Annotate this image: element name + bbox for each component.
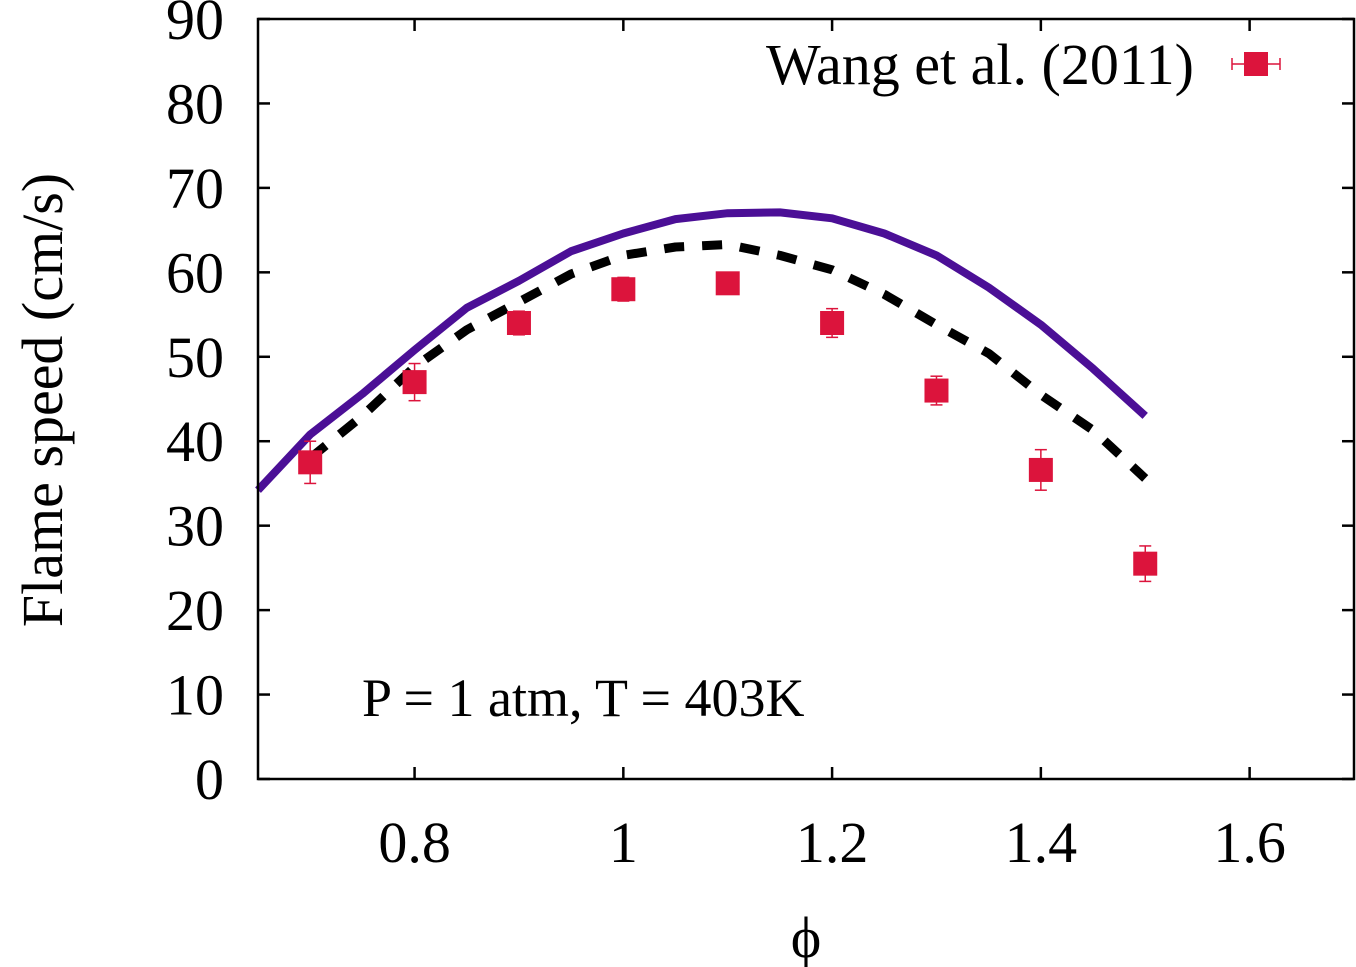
x-tick-label: 1.6 — [1213, 810, 1286, 875]
data-point-wang-2011 — [715, 271, 740, 296]
square-marker — [402, 370, 427, 395]
data-point-wang-2011 — [820, 307, 845, 339]
square-marker — [820, 311, 845, 335]
legend-label-wang-2011: Wang et al. (2011) — [766, 32, 1194, 97]
y-tick-label: 90 — [166, 0, 224, 52]
y-tick-label: 10 — [166, 663, 224, 728]
series-layer — [255, 208, 1158, 583]
ticks-layer: 0 10 20 30 40 50 60 70 80 90 0.8 1 1.2 1.4 1.6 — [166, 0, 1354, 875]
solid-model-curve — [255, 208, 1148, 493]
y-tick-label: 60 — [166, 240, 224, 305]
y-tick-label: 40 — [166, 409, 224, 474]
data-point-wang-2011 — [298, 440, 323, 485]
legend-square-marker — [1244, 52, 1268, 76]
square-marker — [298, 450, 323, 475]
square-marker — [1133, 551, 1158, 576]
x-axis-label: ϕ — [791, 905, 822, 967]
data-point-wang-2011 — [611, 276, 636, 302]
data-point-wang-2011 — [506, 310, 531, 336]
data-point-wang-2011 — [402, 362, 427, 402]
x-tick-label: 1.2 — [796, 810, 869, 875]
data-point-wang-2011 — [924, 375, 949, 406]
condition-annotation: P = 1 atm, T = 403K — [362, 668, 804, 728]
square-marker — [506, 311, 531, 335]
x-tick-label: 1.4 — [1005, 810, 1078, 875]
x-tick-label: 1 — [609, 810, 638, 875]
data-point-wang-2011 — [1133, 545, 1158, 583]
plot-frame — [256, 17, 1356, 781]
y-tick-label: 80 — [166, 71, 224, 136]
y-tick-label: 50 — [166, 325, 224, 390]
y-tick-label: 30 — [166, 494, 224, 559]
x-tick-label: 0.8 — [378, 810, 451, 875]
y-tick-label: 70 — [166, 156, 224, 221]
square-marker — [1028, 457, 1053, 482]
data-point-wang-2011 — [1028, 448, 1053, 491]
square-marker — [611, 277, 636, 302]
legend-marker-wang-2011 — [1231, 52, 1281, 76]
square-marker — [715, 271, 740, 296]
y-axis-label: Flame speed (cm/s) — [10, 173, 75, 627]
square-marker — [924, 378, 949, 403]
legend: Wang et al. (2011) — [766, 32, 1281, 97]
y-tick-label: 0 — [195, 747, 224, 812]
y-tick-label: 20 — [166, 578, 224, 643]
